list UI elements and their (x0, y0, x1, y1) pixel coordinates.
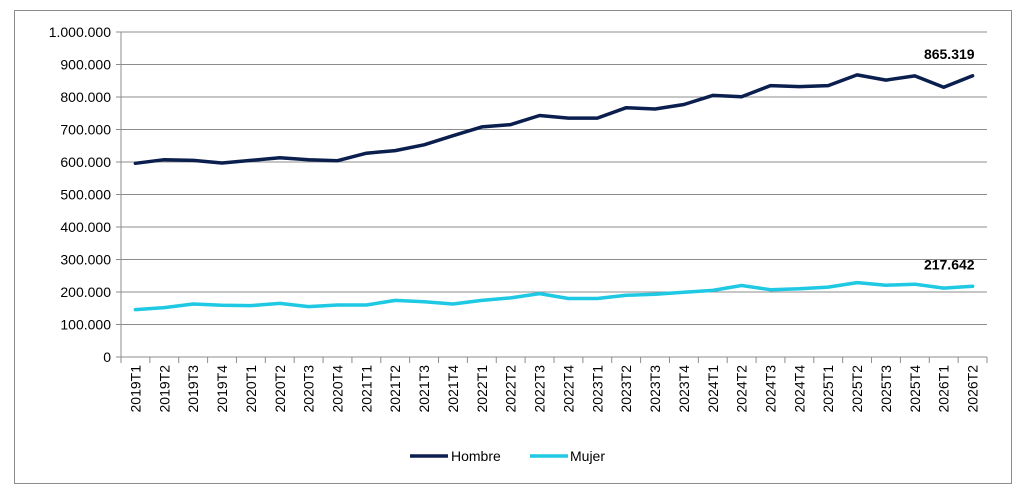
y-tick-label: 1.000.000 (49, 24, 111, 40)
x-tick-label: 2024T4 (791, 365, 807, 413)
x-tick-label: 2020T4 (330, 365, 346, 413)
x-tick-label: 2022T2 (503, 365, 519, 413)
y-tick-label: 400.000 (60, 219, 111, 235)
y-tick-label: 600.000 (60, 154, 111, 170)
x-tick-label: 2019T4 (214, 365, 230, 413)
y-tick-label: 0 (103, 349, 111, 365)
x-tick-label: 2019T2 (156, 365, 172, 413)
chart-frame (14, 10, 1012, 484)
legend-label-mujer: Mujer (570, 448, 605, 464)
y-tick-label: 100.000 (60, 317, 111, 333)
series-line-mujer (133, 280, 975, 312)
legend-label-hombre: Hombre (451, 448, 501, 464)
y-tick-label: 700.000 (60, 122, 111, 138)
y-tick-label: 900.000 (60, 57, 111, 73)
series-line-hombre (133, 73, 975, 166)
data-labels: 865.319 217.642 (924, 46, 975, 272)
y-tick-label: 500.000 (60, 187, 111, 203)
gridlines (121, 31, 987, 325)
x-tick-label: 2026T1 (936, 365, 952, 413)
y-axis: 0 100.000 200.000 300.000 400.000 500.000 600.… (49, 24, 122, 365)
data-label-mujer: 217.642 (924, 256, 975, 272)
y-tick-label: 800.000 (60, 89, 111, 105)
x-tick-label: 2024T2 (734, 365, 750, 413)
x-axis: 2019T1 2019T2 2019T3 2019T4 2020T1 2020T2 2020… (120, 356, 988, 413)
x-tick-label: 2021T4 (445, 365, 461, 413)
x-tick-label: 2023T1 (589, 365, 605, 413)
x-tick-label: 2019T1 (127, 365, 143, 413)
series-layer (133, 73, 975, 312)
x-tick-label: 2021T2 (387, 365, 403, 413)
x-tick-label: 2024T1 (705, 365, 721, 413)
data-label-hombre: 865.319 (924, 46, 975, 62)
x-tick-label: 2021T3 (416, 365, 432, 413)
x-tick-label: 2022T3 (532, 365, 548, 413)
x-tick-label: 2025T4 (907, 365, 923, 413)
x-tick-label: 2023T4 (676, 365, 692, 413)
x-tick-label: 2026T2 (965, 365, 981, 413)
x-tick-label: 2025T3 (878, 365, 894, 413)
x-tick-label: 2020T2 (272, 365, 288, 413)
y-tick-label: 200.000 (60, 284, 111, 300)
x-tick-label: 2020T3 (301, 365, 317, 413)
x-tick-label: 2020T1 (243, 365, 259, 413)
x-tick-label: 2019T3 (185, 365, 201, 413)
x-tick-label: 2023T3 (647, 365, 663, 413)
x-tick-label: 2022T1 (474, 365, 490, 413)
x-tick-label: 2022T4 (560, 365, 576, 413)
x-tick-label: 2025T1 (820, 365, 836, 413)
x-tick-label: 2024T3 (763, 365, 779, 413)
x-tick-label: 2023T2 (618, 365, 634, 413)
legend: Hombre Mujer (410, 448, 605, 464)
x-tick-label: 2021T1 (358, 365, 374, 413)
x-tick-label: 2025T2 (849, 365, 865, 413)
y-tick-label: 300.000 (60, 252, 111, 268)
